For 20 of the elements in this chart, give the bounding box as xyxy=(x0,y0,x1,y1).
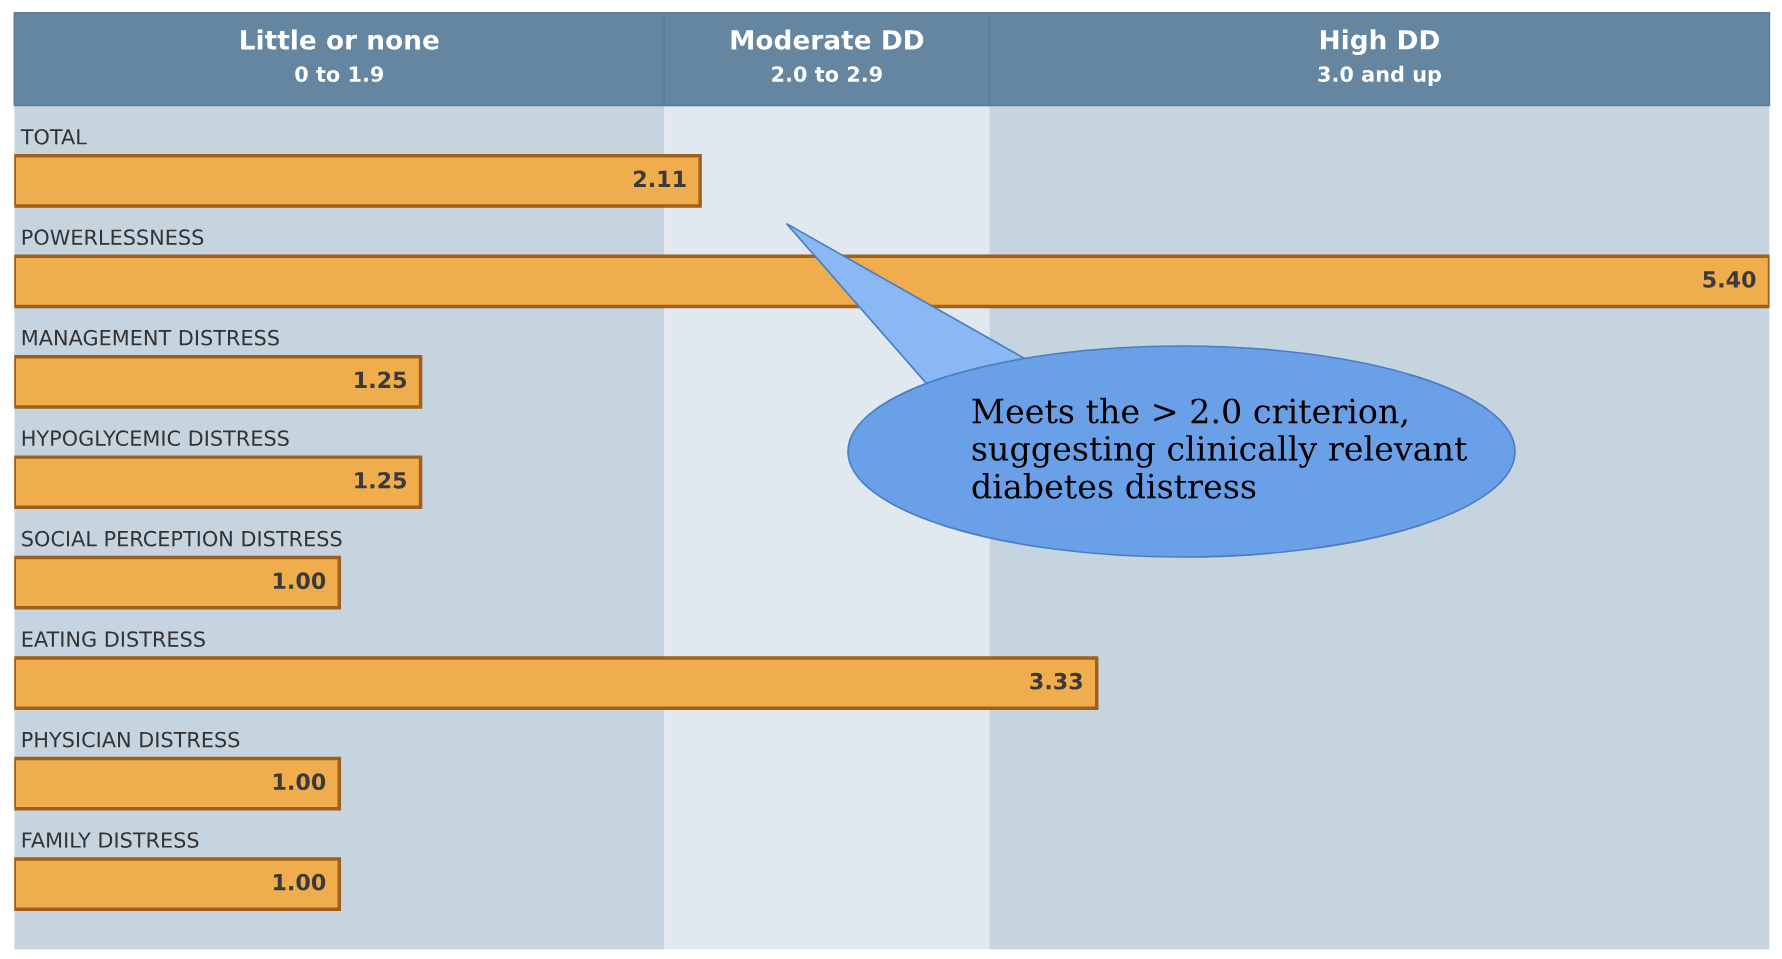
band-label: High DD 3.0 and up xyxy=(1318,29,1442,87)
y-tick-label: MANAGEMENT DISTRESS xyxy=(22,329,279,346)
y-tick-label: EATING DISTRESS xyxy=(22,631,205,647)
data-label: 1.25 xyxy=(355,371,407,389)
band-label: Little or none 0 to 1.9 xyxy=(241,29,439,82)
data-label: 1.00 xyxy=(273,572,326,590)
annotation: Meets the > 2.0 criterion, suggesting clinically relevant diabetes distress xyxy=(972,397,1468,499)
data-label: 3.33 xyxy=(1030,672,1082,690)
data-label: 1.00 xyxy=(273,873,326,891)
y-tick-label: PHYSICIAN DISTRESS xyxy=(22,731,240,748)
y-tick-label: SOCIAL PERCEPTION DISTRESS xyxy=(22,530,342,547)
y-tick-label: TOTAL xyxy=(20,128,87,145)
data-label: 5.40 xyxy=(1703,270,1756,288)
band-label: Moderate DD 2.0 to 2.9 xyxy=(731,29,924,82)
data-label: 1.00 xyxy=(273,773,326,791)
y-tick-label: HYPOGLYCEMIC DISTRESS xyxy=(22,430,289,447)
y-tick-label: FAMILY DISTRESS xyxy=(22,832,199,848)
y-tick-label: POWERLESSNESS xyxy=(22,229,204,246)
data-label: 1.25 xyxy=(355,471,407,489)
data-label: 2.11 xyxy=(634,170,686,187)
